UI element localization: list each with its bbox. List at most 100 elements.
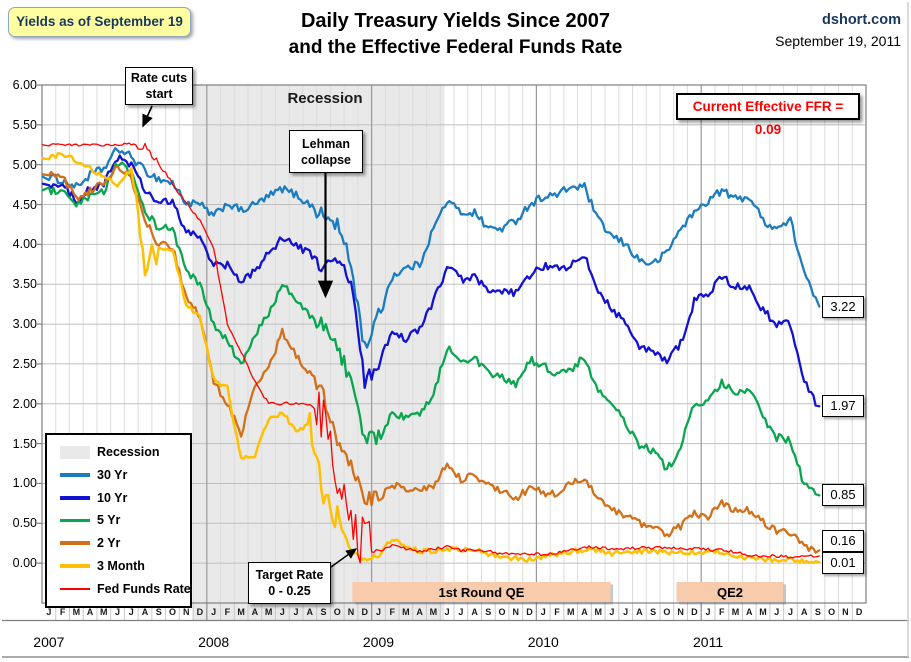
month-label: S (155, 607, 162, 617)
month-label: J (458, 607, 464, 617)
series-5-yr (41, 161, 821, 497)
month-label: J (444, 607, 450, 617)
month-label: S (485, 607, 492, 617)
month-label: M (100, 607, 108, 617)
y-tick-label: 2.00 (12, 396, 37, 411)
title-line-1: Daily Treasury Yields Since 2007 (300, 10, 611, 32)
legend-swatch-band (60, 445, 90, 459)
end-value-label: 0.01 (822, 552, 864, 575)
legend-item: 5 Yr (60, 509, 190, 531)
qe-band (352, 582, 611, 602)
legend-item: 10 Yr (60, 487, 190, 509)
month-label: A (800, 607, 808, 617)
target-rate-line1: Target Rate (255, 568, 324, 582)
year-label: 2008 (198, 634, 230, 650)
month-label: J (375, 607, 381, 617)
month-label: O (498, 607, 506, 617)
month-label: M (594, 607, 602, 617)
legend-swatch-line (60, 518, 90, 523)
month-label: D (691, 607, 698, 617)
month-label: M (402, 607, 410, 617)
lehman-callout: Lehman collapse (289, 130, 363, 173)
legend-label: 10 Yr (97, 490, 128, 505)
month-label: J (540, 607, 546, 617)
year-label: 2010 (527, 634, 559, 650)
month-label: M (566, 607, 575, 617)
y-tick-label: 3.50 (12, 277, 37, 292)
legend-label: 2 Yr (97, 536, 121, 551)
end-value-label: 1.97 (822, 395, 864, 418)
month-label: D (855, 607, 863, 617)
month-label: D (361, 607, 368, 617)
month-label: J (623, 607, 629, 617)
rate-cuts-callout: Rate cuts start (125, 67, 193, 105)
target-rate-callout: Target Rate 0 - 0.25 (248, 562, 331, 604)
y-tick-label: 2.50 (12, 356, 37, 371)
month-label: M (429, 607, 438, 617)
month-label: O (828, 607, 836, 617)
month-label: A (581, 607, 588, 617)
y-tick-label: 1.00 (12, 476, 37, 491)
month-label: J (774, 607, 780, 617)
month-label: J (115, 607, 121, 617)
month-label: J (279, 607, 285, 617)
series-10-yr (41, 154, 821, 408)
month-label: O (333, 607, 341, 617)
month-label: N (677, 607, 684, 617)
y-tick-label: 3.00 (12, 317, 37, 332)
lehman-text: Lehman collapse (300, 136, 352, 167)
year-label: 2011 (693, 634, 724, 650)
legend-label: 5 Yr (97, 513, 121, 528)
month-label: N (347, 607, 355, 617)
month-label: J (705, 607, 711, 617)
legend-item: Fed Funds Rate (60, 578, 191, 600)
month-label: M (264, 607, 273, 617)
month-label: N (512, 607, 520, 617)
y-tick-label: 1.50 (12, 436, 37, 451)
legend-label: Fed Funds Rate (97, 581, 191, 596)
month-label: M (72, 607, 81, 617)
month-label: A (746, 607, 753, 617)
end-value-label: 0.85 (822, 484, 864, 507)
chart-title: Daily Treasury Yields Since 2007 and the… (200, 8, 711, 61)
legend: Recession 30 Yr 10 Yr 5 Yr 2 Yr 3 Month Fed Fu… (45, 433, 192, 608)
month-label: A (86, 607, 94, 617)
legend-label: 3 Month (97, 558, 145, 573)
legend-item: 3 Month (60, 555, 190, 577)
legend-swatch-line (60, 473, 90, 477)
y-tick-label: 5.00 (12, 157, 37, 172)
legend-swatch-line (60, 541, 90, 545)
y-tick-label: 6.00 (12, 78, 37, 92)
month-label: D (196, 607, 204, 617)
month-label: A (306, 607, 314, 617)
month-label: M (731, 607, 740, 617)
month-label: A (416, 607, 423, 617)
month-label: A (471, 607, 478, 617)
recession-band (193, 85, 445, 621)
series-2-yr (41, 164, 821, 554)
rate-cuts-text: Rate cuts start (130, 71, 188, 101)
month-label: J (609, 607, 615, 617)
legend-item: 30 Yr (60, 464, 190, 486)
y-tick-label: 4.00 (12, 237, 37, 252)
qe-band-label: QE2 (717, 585, 744, 600)
y-tick-label: 5.50 (12, 117, 37, 132)
title-line-2: and the Effective Federal Funds Rate (288, 37, 623, 58)
current-ffr-box: Current Effective FFR = 0.09 (676, 93, 860, 137)
target-rate-line2: 0 - 0.25 (268, 584, 311, 598)
month-label: F (224, 607, 231, 617)
month-label: O (168, 607, 176, 617)
series-3-month (41, 151, 821, 565)
month-label: J (128, 607, 134, 617)
chart-date: September 19, 2011 (775, 33, 901, 49)
month-label: J (787, 607, 793, 617)
legend-swatch-thin-line (60, 587, 90, 590)
month-label: S (814, 607, 821, 617)
legend-swatch-line (60, 564, 90, 568)
month-label: A (636, 607, 643, 617)
qe-band (676, 582, 784, 602)
month-label: F (59, 607, 66, 617)
legend-item: Recession (60, 441, 190, 463)
month-label: M (759, 607, 767, 617)
